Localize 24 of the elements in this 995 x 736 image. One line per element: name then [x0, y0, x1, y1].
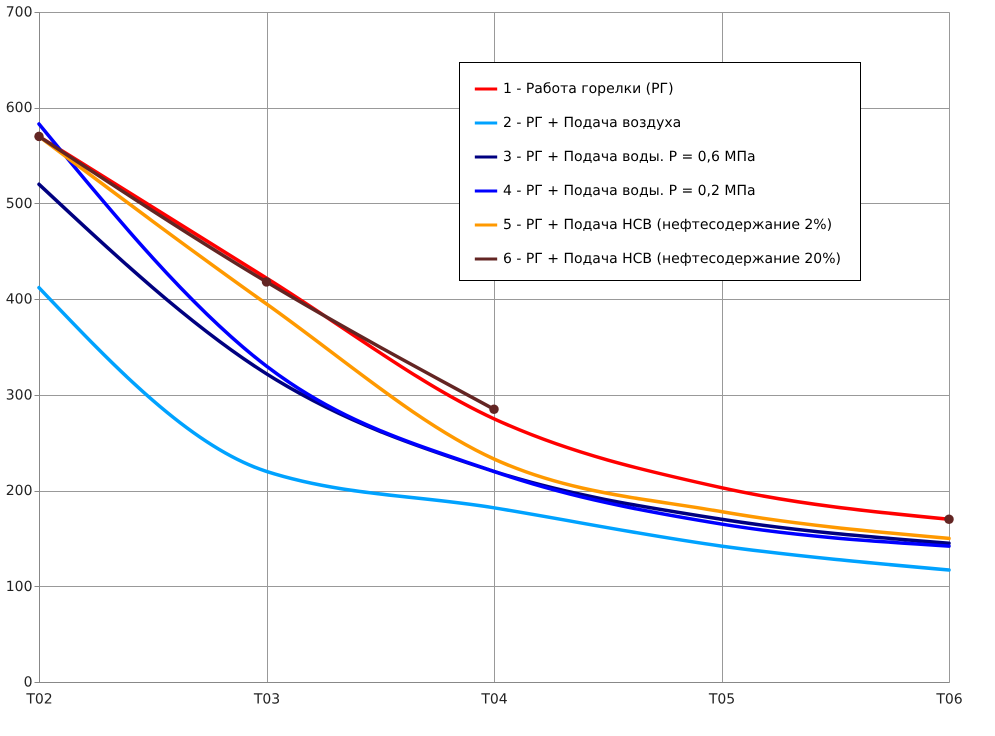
x-tick-label: T06 [935, 692, 963, 708]
point [944, 514, 954, 524]
y-tick-label: 100 [6, 578, 32, 595]
point [262, 277, 272, 287]
x-tick-label: T04 [480, 692, 508, 708]
y-tick-label: 600 [6, 100, 32, 116]
y-tick-label: 400 [6, 292, 32, 308]
legend-label: 6 - РГ + Подача НСВ (нефтесодержание 20%) [503, 251, 841, 267]
point [34, 132, 44, 142]
legend-label: 2 - РГ + Подача воздуха [503, 115, 682, 131]
line-series [37, 286, 951, 572]
x-tick-label: T05 [708, 692, 736, 708]
point [489, 404, 499, 414]
legend-label: 4 - РГ + Подача воды. Р = 0,2 МПа [503, 183, 756, 199]
y-tick-label: 200 [6, 483, 32, 500]
y-tick-label: 300 [6, 387, 32, 404]
x-tick-label: T03 [252, 692, 280, 708]
legend-label: 5 - РГ + Подача НСВ (нефтесодержание 2%) [503, 217, 832, 233]
y-tick-label: 0 [24, 674, 32, 690]
y-tick-label: 500 [6, 196, 32, 212]
legend-label: 3 - РГ + Подача воды. Р = 0,6 МПа [503, 149, 756, 165]
x-tick-label: T02 [25, 692, 53, 708]
legend-label: 1 - Работа горелки (РГ) [503, 81, 674, 97]
y-tick-label: 700 [6, 4, 32, 20]
